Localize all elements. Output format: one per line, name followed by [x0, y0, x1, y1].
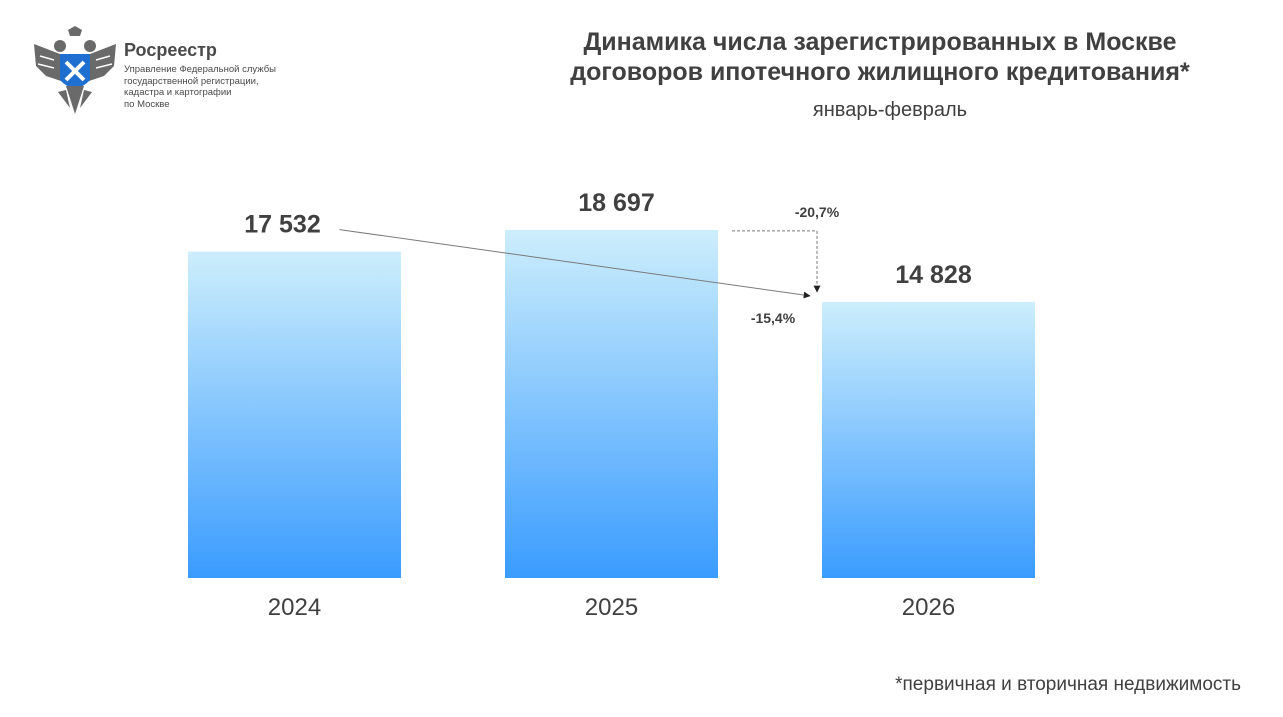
data-label-2025: 18 697 — [578, 189, 654, 217]
change-arrow-2025-2026 — [732, 230, 821, 293]
bar-2026 — [822, 301, 1035, 578]
data-label-2024: 17 532 — [244, 211, 320, 239]
change-label-2025-2026: -20,7% — [795, 204, 840, 220]
x-tick-label-2025: 2025 — [585, 594, 638, 621]
data-label-2026: 14 828 — [895, 261, 972, 289]
chart-title-line-1: Динамика числа зарегистрированных в Моск… — [583, 28, 1177, 56]
x-tick-label-2024: 2024 — [268, 594, 321, 621]
eagle-emblem-icon — [34, 26, 116, 114]
change-label-2024-2026: -15,4% — [751, 310, 796, 326]
org-name: Росреестр — [124, 40, 217, 60]
x-tick-label-2026: 2026 — [902, 594, 955, 621]
bar-2025 — [505, 229, 718, 578]
bar-2024 — [188, 251, 401, 578]
change-arrow-2024-2026 — [339, 229, 811, 299]
footnote: *первичная и вторичная недвижимость — [895, 674, 1241, 695]
chart-subtitle: январь-февраль — [812, 99, 968, 121]
chart-title-line-2: договоров ипотечного жилищного кредитова… — [570, 58, 1190, 86]
org-subtitle: Управление Федеральной службы государств… — [124, 64, 276, 110]
chart-title: Динамика числа зарегистрированных в Моск… — [520, 27, 1240, 87]
